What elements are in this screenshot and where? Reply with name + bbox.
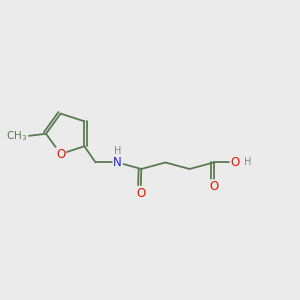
- Text: H: H: [114, 146, 122, 156]
- Text: H: H: [244, 158, 251, 167]
- Text: CH$_3$: CH$_3$: [6, 129, 27, 143]
- Text: O: O: [209, 180, 218, 193]
- Text: O: O: [136, 187, 145, 200]
- Text: O: O: [56, 148, 65, 161]
- Text: N: N: [113, 156, 122, 169]
- Text: O: O: [230, 156, 240, 169]
